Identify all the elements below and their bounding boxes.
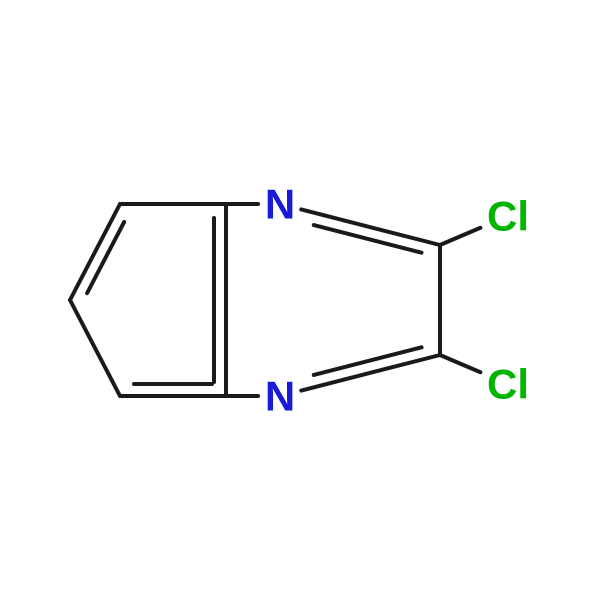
cl-atom-label: Cl [487, 361, 529, 408]
n-atom-label: N [265, 181, 295, 228]
cl-atom-label: Cl [487, 193, 529, 240]
molecule-diagram: N N Cl Cl [0, 0, 600, 600]
n-atom-label: N [265, 373, 295, 420]
